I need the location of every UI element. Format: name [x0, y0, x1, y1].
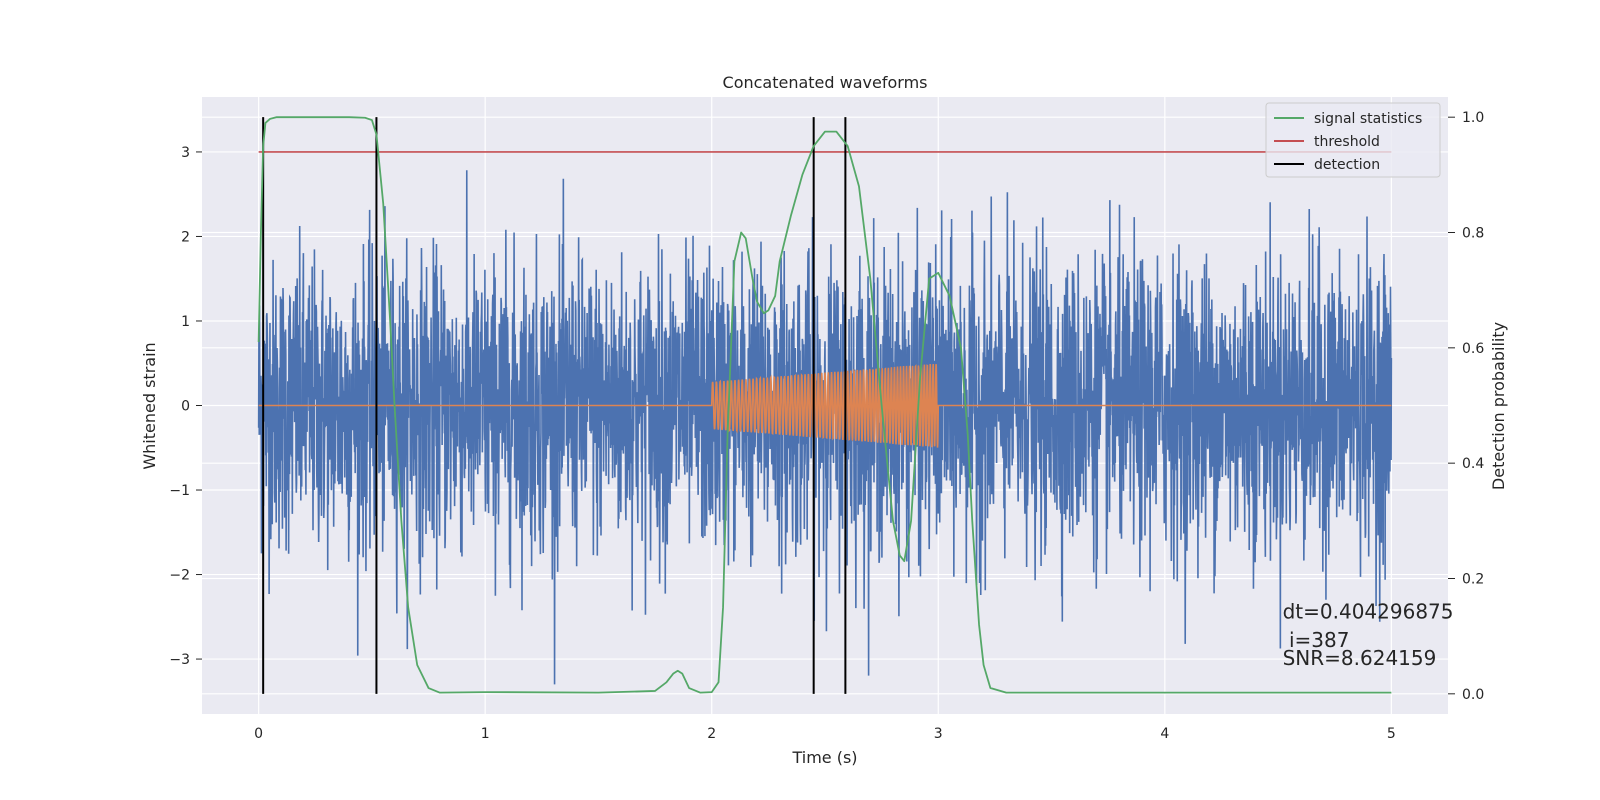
- y-axis-right-label: Detection probability: [1489, 322, 1508, 490]
- y-left-tick-label: 2: [181, 229, 190, 245]
- annotation-line: i=387: [1283, 628, 1350, 652]
- legend-label: signal statistics: [1314, 111, 1422, 127]
- x-tick-label: 4: [1160, 726, 1169, 742]
- x-tick-label: 5: [1387, 726, 1396, 742]
- y-left-tick-label: −1: [169, 483, 190, 499]
- y-left-tick-label: 3: [181, 145, 190, 161]
- y-right-tick-label: 0.6: [1462, 341, 1484, 357]
- y-right-tick-label: 0.0: [1462, 687, 1484, 703]
- x-tick-label: 2: [707, 726, 716, 742]
- chirp-series-line: [258, 363, 1392, 448]
- x-tick-label: 0: [254, 726, 263, 742]
- y-right-tick-label: 1.0: [1462, 110, 1484, 126]
- y-right-tick-label: 0.2: [1462, 571, 1484, 587]
- legend-box: [1265, 102, 1441, 178]
- y-left-tick-label: 0: [181, 399, 190, 415]
- series-layer: [257, 116, 1393, 694]
- y-left-tick-label: 1: [181, 314, 190, 330]
- y-left-tick-label: −2: [169, 568, 190, 584]
- y-right-tick-label: 0.4: [1462, 456, 1484, 472]
- chart-title: Concatenated waveforms: [723, 73, 928, 92]
- legend-label: threshold: [1314, 134, 1380, 150]
- signal-statistics-line: [257, 116, 1392, 694]
- x-tick-label: 1: [481, 726, 490, 742]
- y-left-tick-label: −3: [169, 652, 190, 668]
- legend: signal statistics threshold detection: [1265, 102, 1441, 178]
- axes-layer: 0 1 2 3 4 5 3 2 1 0 −1 −2 −3 1.0 0.8 0.6 0.4 0.2 0.0: [169, 110, 1484, 742]
- legend-label: detection: [1314, 157, 1380, 173]
- x-tick-label: 3: [934, 726, 943, 742]
- noise-series-line: [257, 170, 1393, 685]
- y-right-tick-label: 0.8: [1462, 226, 1484, 242]
- annotation-line: SNR=8.624159: [1283, 646, 1437, 670]
- x-axis-label: Time (s): [791, 748, 857, 767]
- y-axis-left-label: Whitened strain: [140, 342, 159, 469]
- annotation-line: dt=0.404296875: [1283, 599, 1454, 623]
